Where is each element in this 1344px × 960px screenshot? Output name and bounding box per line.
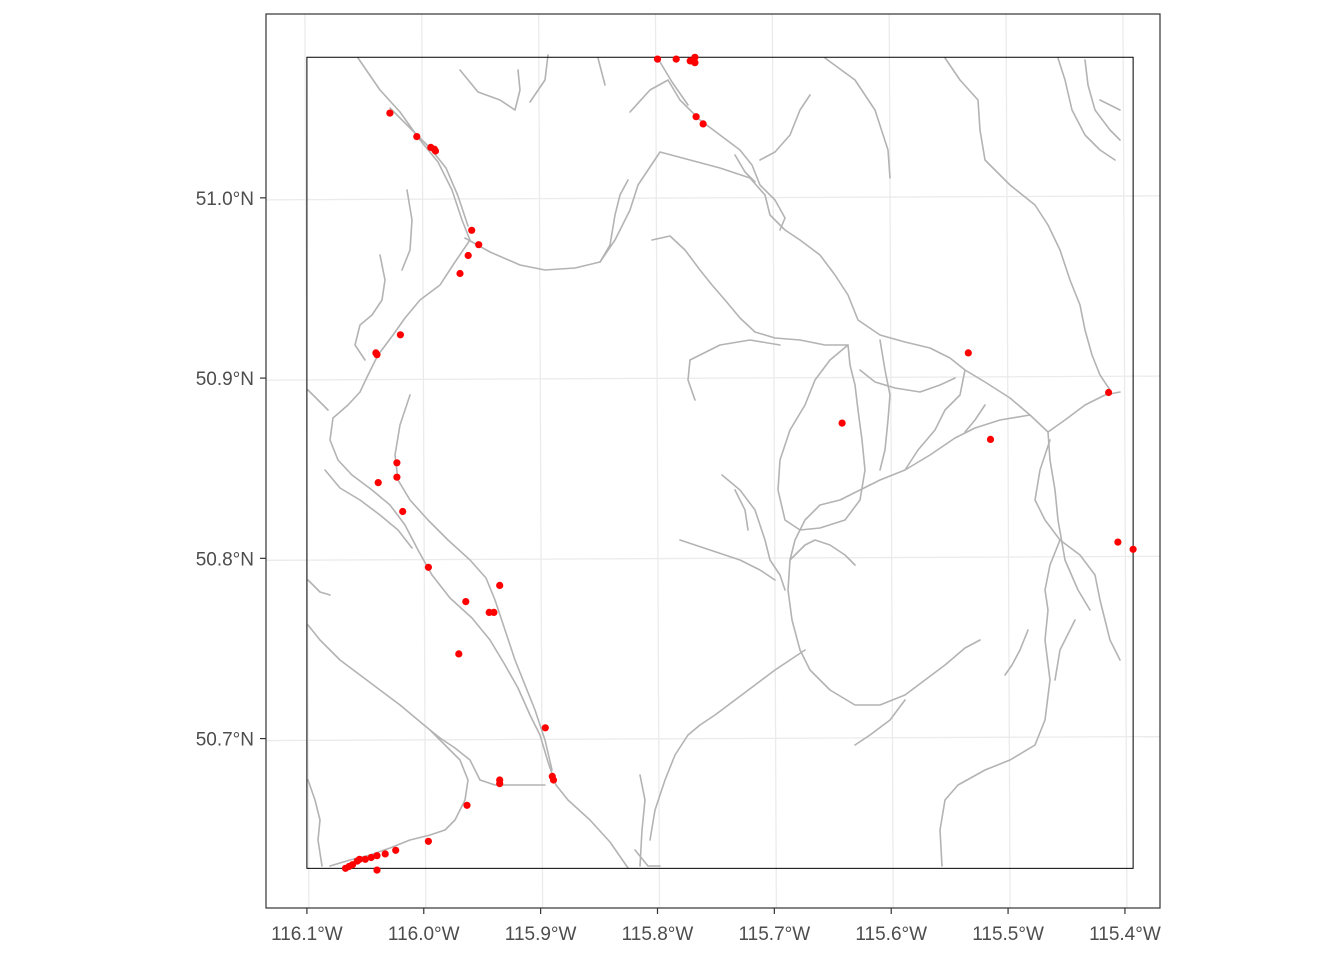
- observation-point: [399, 507, 407, 516]
- x-tick-label: 116.1°W: [271, 924, 343, 945]
- observation-point: [699, 120, 707, 128]
- observation-point: [496, 581, 504, 590]
- x-tick-label: 115.6°W: [855, 924, 927, 945]
- x-axis: 116.1°W 116.0°W 115.9°W 115.8°W 115.7°W 115.6…: [271, 908, 1161, 945]
- panel-border: [265, 13, 1161, 909]
- observation-point: [386, 109, 394, 117]
- grid-meridian: [654, 13, 661, 909]
- observation-point: [373, 866, 381, 874]
- x-tick-label: 115.7°W: [739, 924, 811, 945]
- road-network: [307, 54, 1121, 869]
- grid-meridian: [1122, 13, 1128, 909]
- y-tick-label: 50.7°N: [196, 730, 254, 751]
- observation-point: [541, 724, 549, 732]
- observation-point: [964, 349, 972, 357]
- grid-meridian: [771, 13, 778, 909]
- observation-point: [381, 850, 389, 858]
- grid-meridian: [888, 13, 894, 909]
- observation-point: [692, 113, 700, 121]
- observation-point: [462, 598, 470, 606]
- observation-point: [341, 864, 350, 872]
- x-tick-label: 115.8°W: [622, 924, 694, 945]
- observation-point: [1105, 388, 1113, 397]
- y-tick-label: 50.8°N: [196, 549, 254, 570]
- observation-point: [374, 479, 382, 487]
- graticule: [265, 13, 1161, 909]
- point-layer: [341, 53, 1137, 874]
- grid-meridian: [537, 13, 544, 909]
- x-tick-label: 115.4°W: [1089, 924, 1161, 945]
- observation-point: [361, 855, 369, 863]
- y-tick-label: 51.0°N: [196, 189, 254, 210]
- x-tick-label: 115.9°W: [505, 924, 577, 945]
- observation-point: [431, 147, 440, 155]
- grid-meridian: [421, 13, 427, 909]
- observation-point: [672, 55, 680, 63]
- panel-background: [266, 14, 1160, 908]
- observation-point: [653, 55, 662, 63]
- grid-parallel: [265, 735, 1161, 742]
- observation-point: [688, 57, 697, 65]
- observation-point: [392, 846, 400, 854]
- observation-point: [455, 650, 463, 658]
- observation-point: [393, 473, 401, 481]
- observation-point: [464, 251, 472, 260]
- observation-point: [468, 226, 476, 234]
- observation-point: [496, 780, 504, 788]
- grid-meridian: [1005, 13, 1011, 909]
- observation-point: [1114, 538, 1122, 546]
- observation-point: [396, 331, 404, 339]
- observation-point: [986, 435, 995, 443]
- y-tick-label: 50.9°N: [196, 369, 254, 390]
- observation-point: [1129, 545, 1137, 553]
- x-tick-label: 116.0°W: [388, 924, 460, 945]
- observation-point: [424, 563, 432, 571]
- x-tick-label: 115.5°W: [972, 924, 1044, 945]
- observation-point: [424, 837, 432, 845]
- observation-point: [475, 241, 483, 249]
- observation-point: [456, 269, 464, 278]
- observation-point: [413, 133, 421, 141]
- grid-parallel: [265, 195, 1161, 201]
- observation-point: [373, 351, 381, 359]
- observation-point: [490, 608, 498, 617]
- observation-point: [367, 853, 375, 862]
- y-axis: 51.0°N 50.9°N 50.8°N 50.7°N: [196, 189, 266, 751]
- observation-point: [463, 801, 471, 809]
- observation-point: [838, 419, 846, 427]
- observation-point: [373, 852, 381, 860]
- observation-point: [393, 459, 401, 467]
- study-area-boundary: [306, 56, 1134, 869]
- grid-parallel: [265, 555, 1161, 561]
- observation-point: [549, 776, 558, 784]
- grid-parallel: [265, 375, 1161, 381]
